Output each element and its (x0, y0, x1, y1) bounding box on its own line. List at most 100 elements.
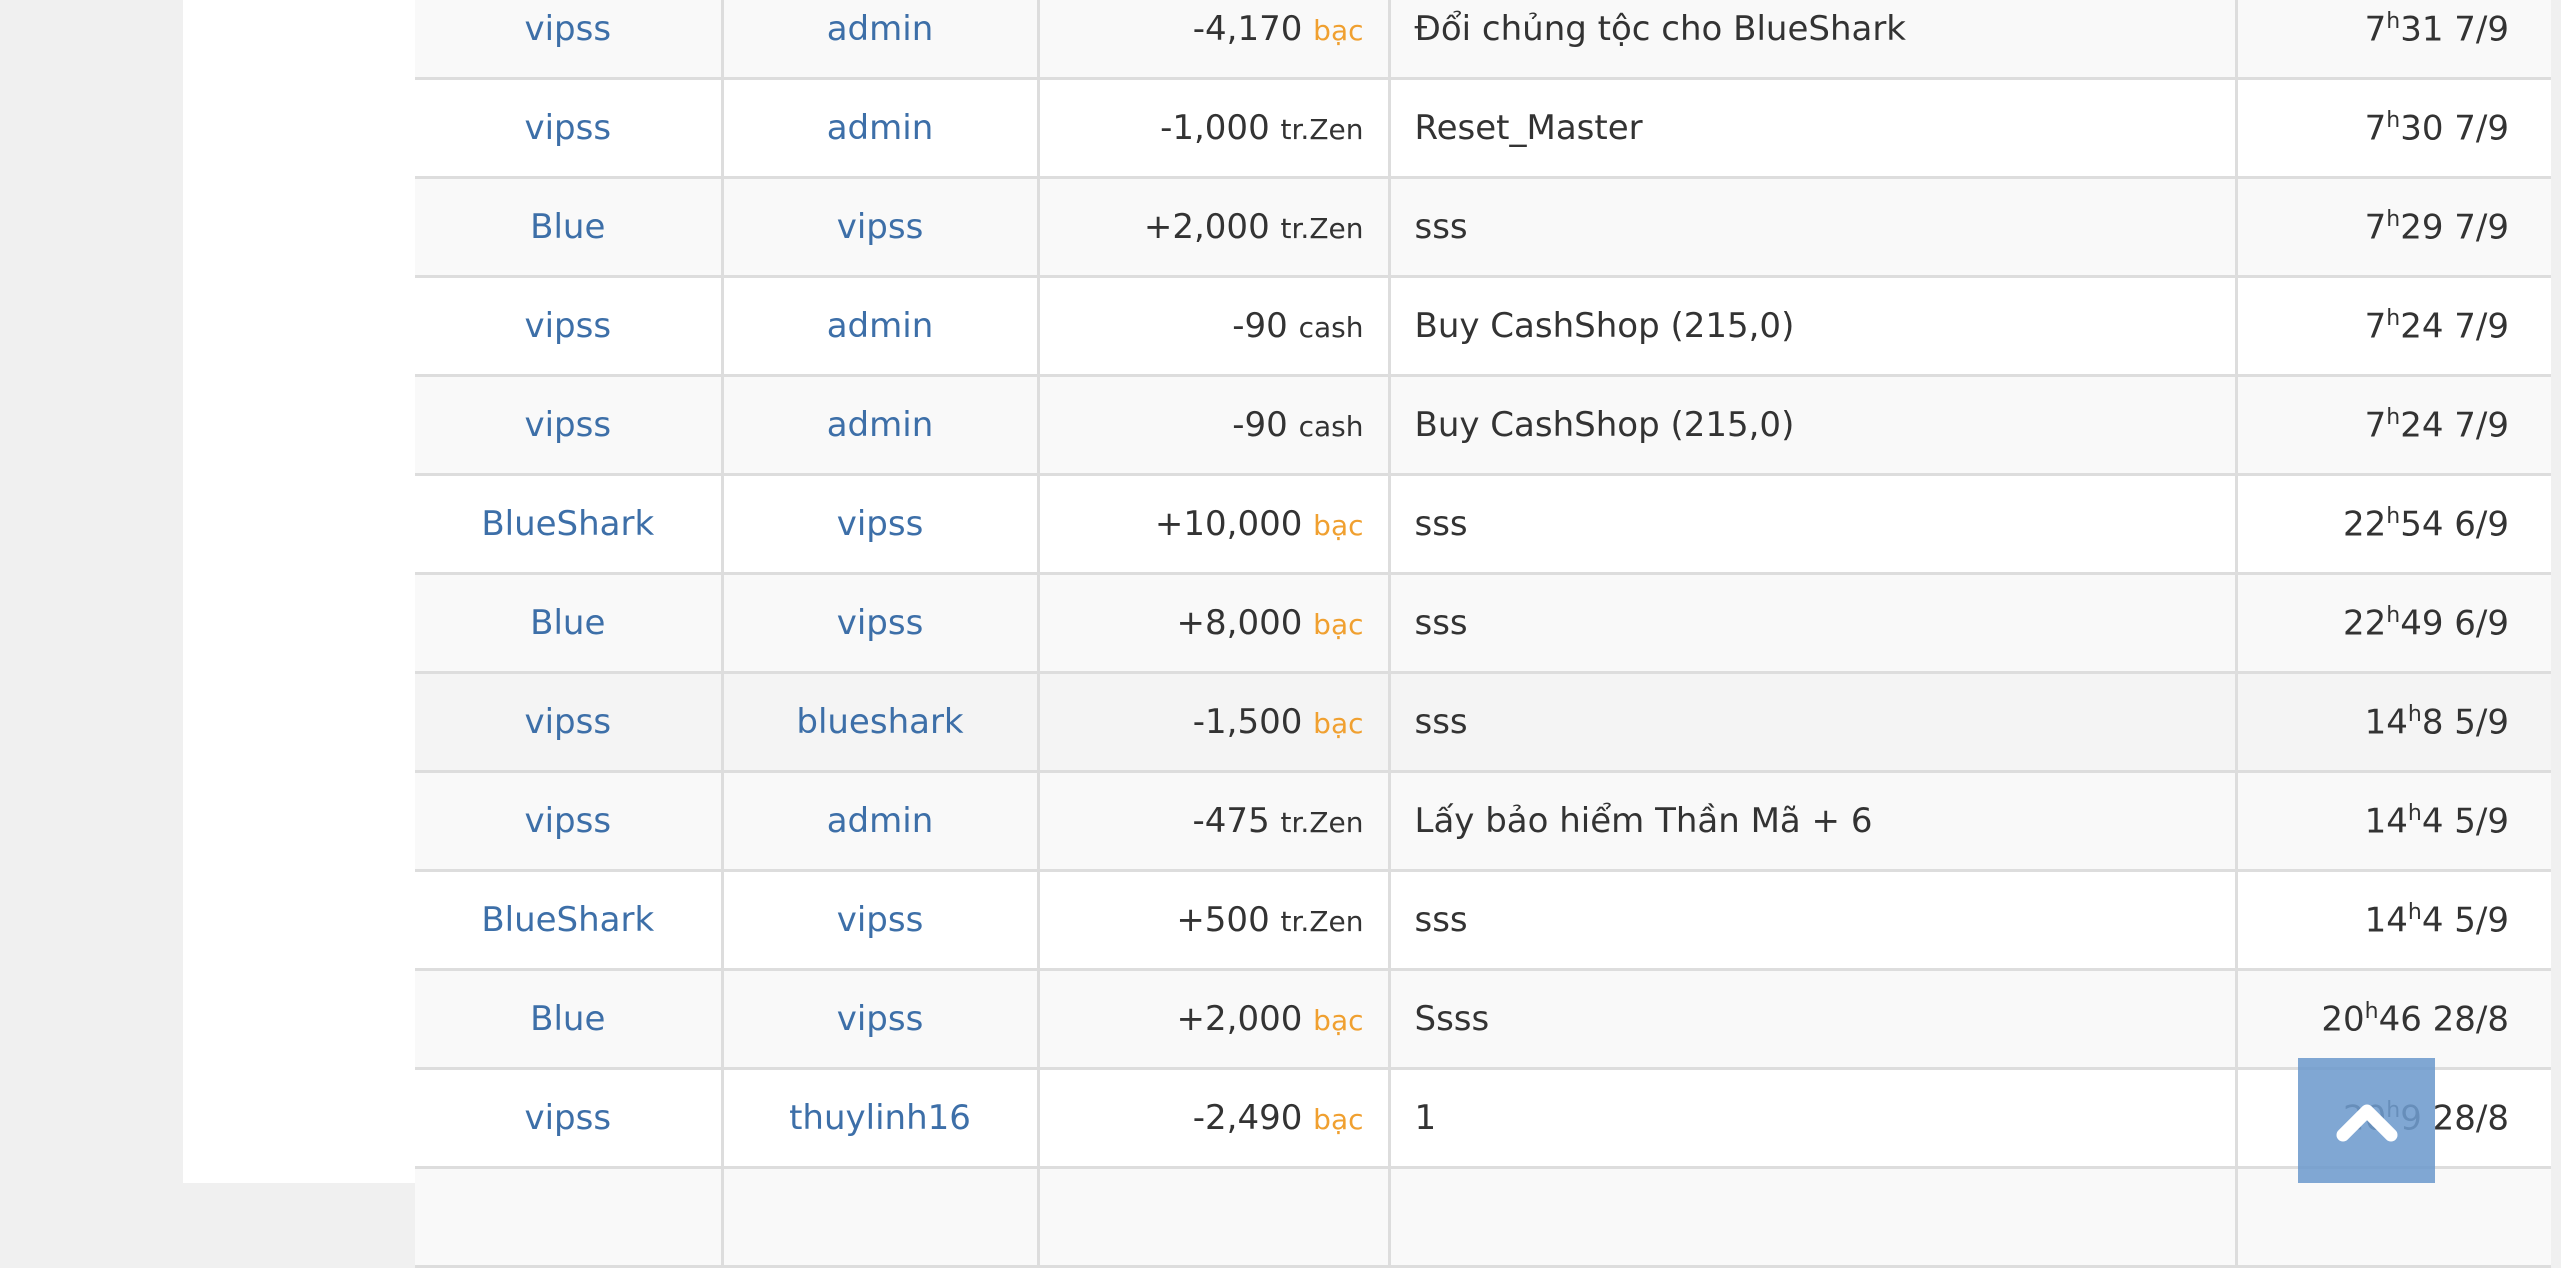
sender-link[interactable] (415, 1167, 724, 1268)
amount-unit: tr.Zen (1280, 806, 1364, 839)
receiver-link[interactable] (720, 1167, 1040, 1268)
time-hour: 14 (2364, 702, 2408, 743)
time-separator: h (2386, 404, 2401, 430)
amount-value: +10,000 (1154, 504, 1303, 544)
time-minute: 54 (2400, 504, 2444, 545)
amount-value: -475 (1192, 801, 1270, 841)
table-row: vipss admin -90 cash Buy CashShop (215,0) 7h… (415, 276, 2551, 377)
table-row: vipss admin -475 tr.Zen Lấy bảo hiểm Thần M… (415, 771, 2551, 872)
amount-unit: bạc (1313, 608, 1364, 641)
note-cell: sss (1387, 177, 2238, 278)
content-panel: vipss admin -4,170 bạc Đổi chủng tộc cho Bl… (183, 0, 2551, 1268)
time-cell: 7h31 7/9 (2234, 0, 2551, 80)
amount-value: +2,000 (1143, 207, 1270, 247)
amount-unit: bạc (1313, 14, 1364, 47)
time-hour: 7 (2364, 405, 2387, 446)
time-date: 28/8 (2432, 999, 2509, 1040)
time-date: 7/9 (2454, 207, 2509, 248)
time-date: 6/9 (2454, 603, 2509, 644)
note-cell: sss (1387, 870, 2238, 971)
amount-cell: +10,000 bạc (1036, 474, 1391, 575)
time-hour: 7 (2364, 9, 2387, 50)
chevron-up-icon (2336, 1104, 2397, 1141)
amount-cell: -1,500 bạc (1036, 672, 1391, 773)
sender-link[interactable]: vipss (415, 672, 724, 773)
amount-value: -90 (1232, 306, 1288, 346)
amount-value: +8,000 (1176, 603, 1303, 643)
time-hour: 7 (2364, 108, 2387, 149)
time-cell: 22h54 6/9 (2234, 474, 2551, 575)
sender-link[interactable]: vipss (415, 1068, 724, 1169)
receiver-link[interactable]: vipss (720, 474, 1040, 575)
time-cell: 14h4 5/9 (2234, 771, 2551, 872)
amount-cell: +2,000 tr.Zen (1036, 177, 1391, 278)
amount-cell: -475 tr.Zen (1036, 771, 1391, 872)
receiver-link[interactable]: admin (720, 78, 1040, 179)
receiver-link[interactable]: admin (720, 771, 1040, 872)
sender-link[interactable]: Blue (415, 573, 724, 674)
table-row: vipss admin -1,000 tr.Zen Reset_Master 7h30 … (415, 78, 2551, 179)
table-row: BlueShark vipss +10,000 bạc sss 22h54 6/9 (415, 474, 2551, 575)
sender-link[interactable]: Blue (415, 969, 724, 1070)
sender-link[interactable]: BlueShark (415, 474, 724, 575)
receiver-link[interactable]: blueshark (720, 672, 1040, 773)
time-separator: h (2407, 899, 2422, 925)
table-row: BlueShark vipss +500 tr.Zen sss 14h4 5/9 (415, 870, 2551, 971)
time-date: 6/9 (2454, 504, 2509, 545)
time-hour: 7 (2364, 207, 2387, 248)
note-cell: Ssss (1387, 969, 2238, 1070)
amount-cell: +500 tr.Zen (1036, 870, 1391, 971)
time-separator: h (2386, 602, 2401, 628)
receiver-link[interactable]: vipss (720, 177, 1040, 278)
amount-cell: -4,170 bạc (1036, 0, 1391, 80)
sender-link[interactable]: vipss (415, 276, 724, 377)
receiver-link[interactable]: admin (720, 276, 1040, 377)
time-date: 7/9 (2454, 9, 2509, 50)
amount-unit: tr.Zen (1280, 113, 1364, 146)
time-hour: 14 (2364, 801, 2408, 842)
note-cell: Lấy bảo hiểm Thần Mã + 6 (1387, 771, 2238, 872)
note-cell: Buy CashShop (215,0) (1387, 375, 2238, 476)
amount-value: -4,170 (1192, 9, 1303, 49)
time-date: 7/9 (2454, 405, 2509, 446)
receiver-link[interactable]: vipss (720, 870, 1040, 971)
table-row: Blue vipss +2,000 tr.Zen sss 7h29 7/9 (415, 177, 2551, 278)
sender-link[interactable]: vipss (415, 375, 724, 476)
time-hour: 22 (2342, 504, 2387, 545)
time-separator: h (2407, 701, 2422, 727)
receiver-link[interactable]: vipss (720, 969, 1040, 1070)
sender-link[interactable]: vipss (415, 771, 724, 872)
time-cell: 7h30 7/9 (2234, 78, 2551, 179)
sender-link[interactable]: vipss (415, 78, 724, 179)
table-row (415, 1167, 2551, 1268)
time-date: 5/9 (2454, 900, 2509, 941)
time-hour: 14 (2364, 900, 2408, 941)
time-separator: h (2386, 503, 2401, 529)
amount-cell: -90 cash (1036, 375, 1391, 476)
sender-link[interactable]: BlueShark (415, 870, 724, 971)
time-date: 5/9 (2454, 801, 2509, 842)
amount-cell: +8,000 bạc (1036, 573, 1391, 674)
sender-link[interactable]: vipss (415, 0, 724, 80)
table-row: vipss admin -90 cash Buy CashShop (215,0) 7h… (415, 375, 2551, 476)
note-cell: sss (1387, 474, 2238, 575)
receiver-link[interactable]: admin (720, 375, 1040, 476)
note-cell (1387, 1167, 2238, 1268)
amount-cell: -2,490 bạc (1036, 1068, 1391, 1169)
amount-value: -90 (1232, 405, 1288, 445)
amount-unit: bạc (1313, 1103, 1364, 1136)
time-minute: 46 (2378, 999, 2422, 1040)
receiver-link[interactable]: vipss (720, 573, 1040, 674)
time-minute: 24 (2400, 405, 2444, 446)
time-minute: 30 (2400, 108, 2444, 149)
scroll-to-top-button[interactable] (2298, 1058, 2435, 1183)
receiver-link[interactable]: admin (720, 0, 1040, 80)
table-row: Blue vipss +2,000 bạc Ssss 20h46 28/8 (415, 969, 2551, 1070)
sender-link[interactable]: Blue (415, 177, 724, 278)
note-cell: 1 (1387, 1068, 2238, 1169)
receiver-link[interactable]: thuylinh16 (720, 1068, 1040, 1169)
amount-value: -1,500 (1192, 702, 1303, 742)
amount-unit: tr.Zen (1280, 905, 1364, 938)
table-row: vipss blueshark -1,500 bạc sss 14h8 5/9 (415, 672, 2551, 773)
